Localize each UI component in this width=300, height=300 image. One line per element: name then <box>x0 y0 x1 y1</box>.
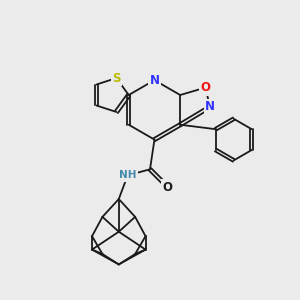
Text: O: O <box>163 181 173 194</box>
Text: S: S <box>112 72 121 85</box>
Text: O: O <box>200 81 211 94</box>
Text: NH: NH <box>119 170 136 180</box>
Text: N: N <box>149 74 160 87</box>
Text: N: N <box>205 100 215 113</box>
